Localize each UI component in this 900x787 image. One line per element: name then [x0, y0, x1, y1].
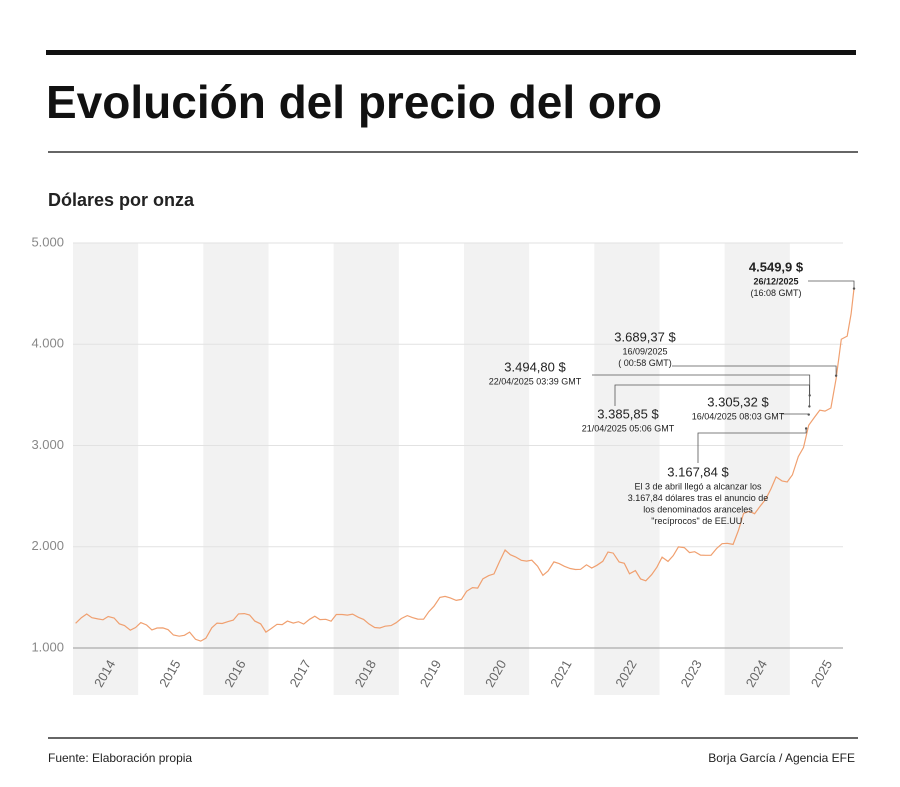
annotation-text: los denominados aranceles: [643, 504, 753, 514]
leader-line: [808, 280, 855, 289]
price-line: [75, 288, 855, 642]
credit: Borja García / Agencia EFE: [708, 751, 855, 765]
x-tick-label: 2021: [547, 657, 574, 690]
annotation-point: [807, 413, 810, 416]
annotation-text: 22/04/2025 03:39 GMT: [489, 376, 582, 386]
year-band: [724, 243, 790, 695]
x-tick-label: 2025: [808, 657, 835, 690]
annotation-value: 3.689,37 $: [614, 329, 676, 344]
leader-line: [672, 365, 837, 376]
annotation-point: [834, 374, 838, 377]
top-rule: [46, 50, 856, 55]
annotation-value: 3.385,85 $: [597, 406, 659, 421]
annotation-value: 3.167,84 $: [667, 464, 729, 479]
year-band: [333, 243, 399, 695]
annotation-point: [852, 287, 856, 290]
x-tick-label: 2017: [286, 657, 313, 690]
annotation-text: El 3 de abril llegó a alcanzar los: [634, 481, 762, 491]
annotation-text: 26/12/2025: [753, 276, 798, 286]
annotation-value: 3.305,32 $: [707, 394, 769, 409]
chart-subtitle: Dólares por onza: [48, 190, 195, 210]
annotation-point: [804, 427, 808, 430]
plot-area: 2014 2015 2016 2017 2018 2019 2020 2021 2022 2023…: [31, 234, 856, 695]
annotation-point: [808, 405, 811, 408]
source: Fuente: Elaboración propia: [48, 751, 192, 765]
annotation-value: 3.494,80 $: [504, 359, 566, 374]
x-tick-label: 2019: [417, 657, 444, 690]
annotation-text: ( 00:58 GMT): [618, 358, 672, 368]
annotation-text: (16:08 GMT): [750, 288, 801, 298]
annotation-text: 21/04/2025 05:06 GMT: [582, 423, 675, 433]
annotation-text: 16/04/2025 08:03 GMT: [692, 411, 785, 421]
y-tick-label: 5.000: [31, 234, 64, 249]
year-band: [464, 243, 530, 695]
annotation-text: 3.167,84 dólares tras el anuncio de: [628, 493, 769, 503]
y-tick-label: 1.000: [31, 639, 64, 654]
annotation-text: "recíprocos" de EE.UU.: [651, 516, 744, 526]
y-tick-label: 3.000: [31, 437, 64, 452]
year-band: [203, 243, 269, 695]
y-tick-label: 4.000: [31, 336, 64, 351]
x-tick-label: 2015: [156, 657, 183, 690]
annotation-value: 4.549,9 $: [749, 259, 804, 274]
year-band: [594, 243, 660, 695]
year-band: [73, 243, 139, 695]
leader-line: [614, 384, 810, 407]
annotation-text: 16/09/2025: [622, 346, 667, 356]
y-tick-label: 2.000: [31, 538, 64, 553]
chart-title: Evolución del precio del oro: [46, 76, 662, 128]
x-tick-label: 2023: [677, 657, 704, 690]
leader-line: [697, 428, 807, 463]
